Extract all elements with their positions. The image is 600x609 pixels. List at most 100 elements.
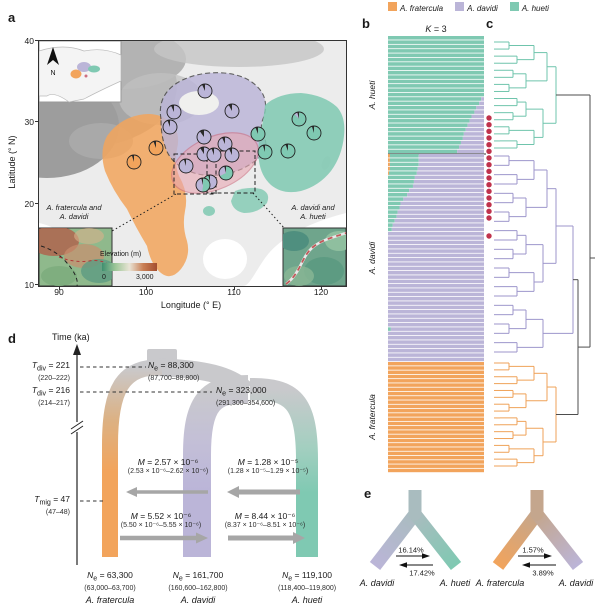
tdiv2-label: Tdiv = 216 (214–217) xyxy=(31,385,70,407)
hueti-lineage-band xyxy=(249,378,318,557)
left-admixture-tree xyxy=(369,490,462,571)
inset-right-label: A. davidi and A. hueti xyxy=(291,203,335,221)
xtick-100: 100 xyxy=(138,287,154,297)
range-hueti-south xyxy=(231,187,269,213)
phylogenetic-tree xyxy=(486,41,595,467)
ytick-mark xyxy=(35,284,39,285)
xtick-120: 120 xyxy=(313,287,329,297)
river-line-red xyxy=(285,232,346,285)
admixed-individual-dot xyxy=(486,135,492,141)
admixed-individual-dot xyxy=(486,175,492,181)
mini-range-fratercula xyxy=(70,69,82,79)
panel-b-label: b xyxy=(362,16,370,31)
axis-arrow-icon xyxy=(73,344,81,355)
sample-pie xyxy=(196,129,212,145)
admixed-individual-dot xyxy=(486,195,492,201)
label-davidi-left-tree: A. davidi xyxy=(359,578,395,588)
event-leader-lines xyxy=(80,366,212,502)
hainan-island xyxy=(203,206,215,216)
sample-pie xyxy=(162,119,178,135)
elevation-max: 3,000 xyxy=(136,274,154,281)
range-fratercula xyxy=(102,114,189,277)
ytick-30: 30 xyxy=(24,117,34,127)
sample-pie xyxy=(218,165,234,181)
migration-fratercula-to-davidi: M = 5.52 × 10⁻⁶ (5.50 × 10⁻⁶–5.55 × 10⁻⁶… xyxy=(120,511,202,529)
legend-label: A. hueti xyxy=(521,4,549,13)
group-label-davidi: A. davidi xyxy=(367,241,377,275)
admixed-individual-dot xyxy=(486,142,492,148)
tmig-label: Tmig = 47 (47–48) xyxy=(34,494,70,516)
pct-fratercula-to-davidi: 1.57% xyxy=(522,545,544,555)
panel-a-label: a xyxy=(8,10,16,25)
sample-pie xyxy=(217,136,233,152)
north-label: N xyxy=(50,70,55,77)
pct-davidi-to-hueti: 16.14% xyxy=(398,545,424,555)
label-fratercula-right-tree: A. fratercula xyxy=(475,578,525,588)
admixed-individual-dot xyxy=(486,215,492,221)
legend-label: A. fratercula xyxy=(400,4,444,13)
inset-left-terrain xyxy=(39,227,113,286)
contact-dashed-line xyxy=(58,256,110,266)
admixed-individual-dot xyxy=(486,182,492,188)
ytick-mark xyxy=(35,203,39,204)
sample-pie xyxy=(148,140,164,156)
ytick-20: 20 xyxy=(24,199,34,209)
demographic-model xyxy=(70,344,318,565)
sample-pie xyxy=(126,154,142,170)
admixed-individual-dot xyxy=(486,208,492,214)
ytick-40: 40 xyxy=(24,36,34,46)
admixed-individual-dot xyxy=(486,202,492,208)
time-axis-title: Time (ka) xyxy=(52,332,90,342)
pct-hueti-to-davidi: 17.42% xyxy=(409,568,435,578)
admixed-individual-dot xyxy=(486,188,492,194)
range-hueti xyxy=(258,93,345,193)
north-inset: N xyxy=(39,41,122,103)
longitude-axis-title: Longitude (° E) xyxy=(160,300,222,310)
xtick-90: 90 xyxy=(54,287,64,297)
group-label-hueti: A. hueti xyxy=(367,80,377,110)
ne-hueti: Ne = 119,100 (118,400–119,800) A. hueti xyxy=(277,570,337,605)
fratercula-lineage-band xyxy=(102,359,163,557)
sample-pie xyxy=(257,144,273,160)
sample-pie xyxy=(178,158,194,174)
sample-pie xyxy=(206,147,222,163)
legend-label: A. davidi xyxy=(467,4,498,13)
ne-fratercula: Ne = 63,300 (63,000–63,700) A. fratercul… xyxy=(84,570,136,605)
group-label-fratercula: A. fratercula xyxy=(367,394,377,440)
ne-ancestral-dh: Ne = 323,000 (291,300–354,600) xyxy=(216,385,276,407)
sample-pie xyxy=(291,111,307,127)
sample-pie xyxy=(224,147,240,163)
elevation-legend-title: Elevation (m) xyxy=(100,251,142,258)
ytick-mark xyxy=(35,40,39,41)
sample-pie xyxy=(195,177,211,193)
left-tree-joint xyxy=(408,507,422,521)
right-tree-joint xyxy=(530,507,544,521)
sample-pies xyxy=(126,83,322,193)
xtick-110: 110 xyxy=(227,287,241,297)
sample-pie xyxy=(166,104,182,120)
sample-pie xyxy=(250,126,266,142)
gene-flow-trees xyxy=(369,490,584,571)
time-axis xyxy=(70,344,84,565)
inset-right-terrain xyxy=(282,227,346,286)
sample-pie xyxy=(306,125,322,141)
migration-davidi-to-fratercula: M = 2.57 × 10⁻⁶ (2.53 × 10⁻⁶–2.62 × 10⁻⁶… xyxy=(127,457,209,475)
panel-c-label: c xyxy=(486,16,494,31)
right-admixture-tree xyxy=(492,490,584,571)
pct-davidi-to-fratercula: 3.89% xyxy=(532,568,554,578)
tdiv1-label: Tdiv = 221 (220–222) xyxy=(31,360,70,382)
migration-hueti-to-davidi: M = 1.28 × 10⁻⁵ (1.28 × 10⁻⁵–1.29 × 10⁻⁵… xyxy=(227,457,309,475)
latitude-axis-title: Latitude (° N) xyxy=(7,135,17,189)
xtick-mark xyxy=(146,286,147,290)
gene-flow-arrows xyxy=(396,553,556,568)
admixed-individual-dot xyxy=(486,128,492,134)
davidi-swatch xyxy=(455,2,465,11)
structure-title: K = 3 xyxy=(425,24,447,34)
sample-pie xyxy=(197,83,213,99)
elevation-min: 0 xyxy=(102,274,106,281)
migration-davidi-to-hueti: M = 8.44 × 10⁻⁶ (8.37 × 10⁻⁶–8.51 × 10⁻⁶… xyxy=(224,511,306,529)
admixed-individual-dot xyxy=(486,122,492,128)
admixed-individual-dot xyxy=(486,168,492,174)
legend-item-davidi: A. davidi xyxy=(455,2,498,13)
elevation-gradient-bar xyxy=(102,263,157,271)
